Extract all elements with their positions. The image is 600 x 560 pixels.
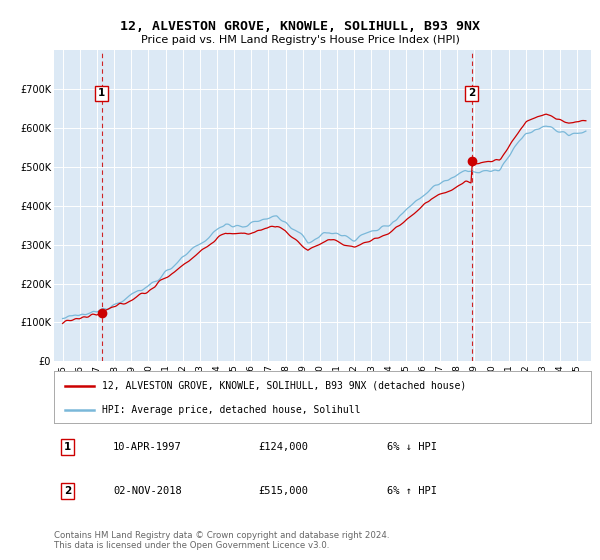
Text: Price paid vs. HM Land Registry's House Price Index (HPI): Price paid vs. HM Land Registry's House …: [140, 35, 460, 45]
Text: £515,000: £515,000: [258, 486, 308, 496]
Text: HPI: Average price, detached house, Solihull: HPI: Average price, detached house, Soli…: [103, 405, 361, 415]
Text: 1: 1: [64, 442, 71, 452]
Text: 12, ALVESTON GROVE, KNOWLE, SOLIHULL, B93 9NX: 12, ALVESTON GROVE, KNOWLE, SOLIHULL, B9…: [120, 20, 480, 32]
Text: 2: 2: [468, 88, 475, 98]
Text: Contains HM Land Registry data © Crown copyright and database right 2024.
This d: Contains HM Land Registry data © Crown c…: [54, 531, 389, 550]
Text: £124,000: £124,000: [258, 442, 308, 452]
Text: 10-APR-1997: 10-APR-1997: [113, 442, 182, 452]
Text: 1: 1: [98, 88, 106, 98]
Text: 6% ↑ HPI: 6% ↑ HPI: [387, 486, 437, 496]
Text: 12, ALVESTON GROVE, KNOWLE, SOLIHULL, B93 9NX (detached house): 12, ALVESTON GROVE, KNOWLE, SOLIHULL, B9…: [103, 381, 467, 391]
Text: 2: 2: [64, 486, 71, 496]
Text: 02-NOV-2018: 02-NOV-2018: [113, 486, 182, 496]
Text: 6% ↓ HPI: 6% ↓ HPI: [387, 442, 437, 452]
